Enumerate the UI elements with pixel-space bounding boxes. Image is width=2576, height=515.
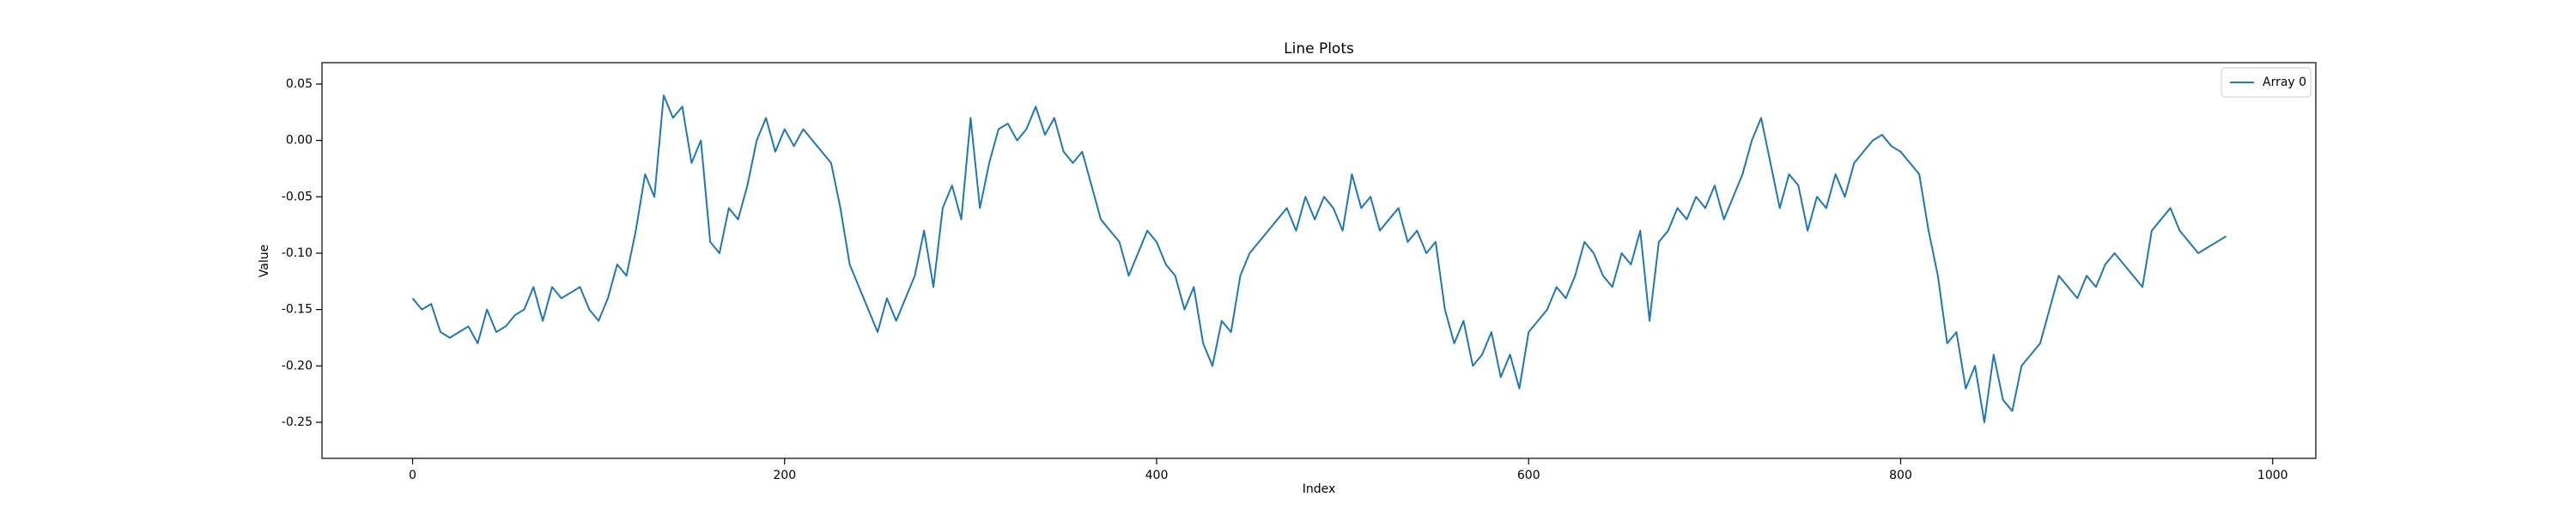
data-line [411, 94, 2227, 423]
x-tick-label: 600 [1517, 469, 1540, 482]
legend-label: Array 0 [2263, 76, 2306, 89]
legend-box [2221, 67, 2312, 98]
y-tick-label: -0.25 [282, 415, 313, 429]
x-tick-label: 1000 [2257, 469, 2288, 482]
axes-frame [321, 62, 2317, 459]
x-tick-label: 200 [773, 469, 796, 482]
y-tick-label: -0.10 [282, 246, 313, 260]
y-tick-label: -0.05 [282, 190, 313, 203]
y-axis-label: Value [258, 245, 271, 277]
x-axis-label: Index [1303, 482, 1336, 496]
y-tick-label: 0.00 [286, 134, 313, 148]
y-tick-label: -0.15 [282, 303, 313, 317]
chart-title: Line Plots [1284, 40, 1354, 58]
y-tick-label: -0.20 [282, 359, 313, 373]
y-tick-label: 0.05 [286, 77, 313, 91]
x-tick-label: 800 [1889, 469, 1912, 482]
x-tick-label: 0 [409, 469, 416, 482]
x-tick-label: 400 [1145, 469, 1169, 482]
